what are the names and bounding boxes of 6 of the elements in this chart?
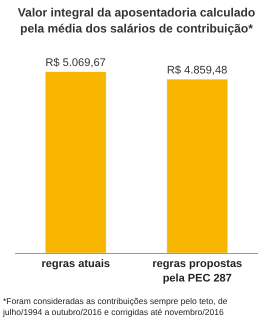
data-label: R$ 5.069,67	[45, 56, 106, 69]
data-label: R$ 4.859,48	[166, 64, 228, 76]
chart-title: Valor integral da aposentadoria calculado pela média dos salários de contribuição*	[18, 6, 256, 36]
x-tick-label: regras propostas pela PEC 287	[152, 258, 242, 284]
text: *Foram consideradas as contribuições sempre pelo teto, de julho/1994 a outubro/2016 e corrigidas até novembro/2016	[2, 296, 228, 318]
x-tick-label: regras atuais	[42, 258, 110, 270]
